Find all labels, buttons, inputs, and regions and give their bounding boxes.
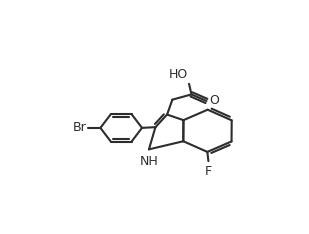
Text: NH: NH <box>140 155 158 168</box>
Text: Br: Br <box>73 121 87 134</box>
Text: O: O <box>209 95 219 107</box>
Text: HO: HO <box>169 69 188 81</box>
Text: F: F <box>205 165 212 178</box>
